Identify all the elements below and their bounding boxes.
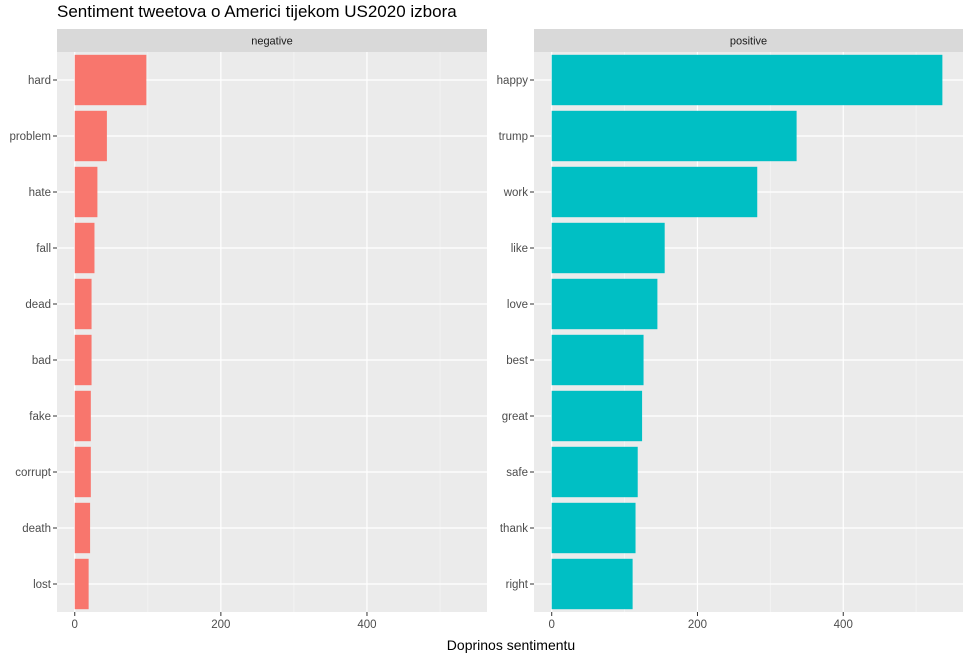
y-tick-label-love: love	[507, 299, 528, 311]
bar-negative-dead	[74, 278, 92, 330]
bar-negative-hard	[74, 54, 147, 106]
x-tick-label: 400	[834, 619, 853, 631]
y-tick-label-work: work	[503, 187, 529, 199]
bar-negative-death	[74, 502, 91, 554]
bar-negative-lost	[74, 558, 89, 610]
chart-title: Sentiment tweetova o Americi tijekom US2…	[57, 2, 457, 21]
x-tick-label: 0	[549, 619, 555, 631]
y-tick-label-hard: hard	[28, 75, 51, 87]
y-tick-label-problem: problem	[9, 131, 51, 143]
y-tick-label-fall: fall	[36, 243, 51, 255]
y-tick-label-great: great	[502, 411, 529, 423]
bar-negative-corrupt	[74, 446, 91, 498]
bar-positive-trump	[551, 110, 797, 162]
x-tick-label: 0	[72, 619, 78, 631]
bar-positive-work	[551, 166, 758, 218]
panel-negative: negative hard problem hate fall dead bad fake co…	[9, 29, 487, 631]
bar-negative-problem	[74, 110, 107, 162]
strip-negative	[57, 29, 487, 52]
bar-negative-bad	[74, 334, 92, 386]
y-tick-label-happy: happy	[497, 75, 529, 87]
y-tick-label-dead: dead	[25, 299, 51, 311]
x-tick-label: 200	[211, 619, 230, 631]
panel-background-negative	[57, 52, 487, 612]
y-tick-label-lost: lost	[33, 579, 52, 591]
strip-label-positive: positive	[730, 36, 767, 48]
y-tick-label-death: death	[22, 523, 51, 535]
y-tick-label-bad: bad	[32, 355, 51, 367]
y-tick-label-fake: fake	[29, 411, 51, 423]
bar-positive-safe	[551, 446, 638, 498]
bar-positive-best	[551, 334, 644, 386]
bar-negative-fall	[74, 222, 95, 274]
y-tick-label-like: like	[511, 243, 528, 255]
x-axis-label: Doprinos sentimentu	[447, 637, 575, 653]
y-tick-label-trump: trump	[499, 131, 528, 143]
y-tick-label-hate: hate	[29, 187, 51, 199]
y-tick-label-right: right	[506, 579, 529, 591]
bar-positive-like	[551, 222, 665, 274]
y-tick-label-corrupt: corrupt	[15, 467, 52, 479]
bar-positive-great	[551, 390, 643, 442]
strip-positive	[534, 29, 963, 52]
bar-positive-love	[551, 278, 658, 330]
strip-label-negative: negative	[251, 36, 293, 48]
y-tick-label-thank: thank	[500, 523, 528, 535]
x-tick-label: 200	[688, 619, 707, 631]
bar-positive-right	[551, 558, 633, 610]
y-tick-label-safe: safe	[506, 467, 528, 479]
y-tick-label-best: best	[506, 355, 529, 367]
bar-negative-fake	[74, 390, 91, 442]
bar-positive-thank	[551, 502, 636, 554]
bar-negative-hate	[74, 166, 98, 218]
panels-layer: negative hard problem hate fall dead bad fake co…	[9, 29, 963, 631]
x-tick-label: 400	[357, 619, 376, 631]
panel-positive: positive happy trump work like love best great s…	[497, 29, 963, 631]
bar-positive-happy	[551, 54, 943, 106]
